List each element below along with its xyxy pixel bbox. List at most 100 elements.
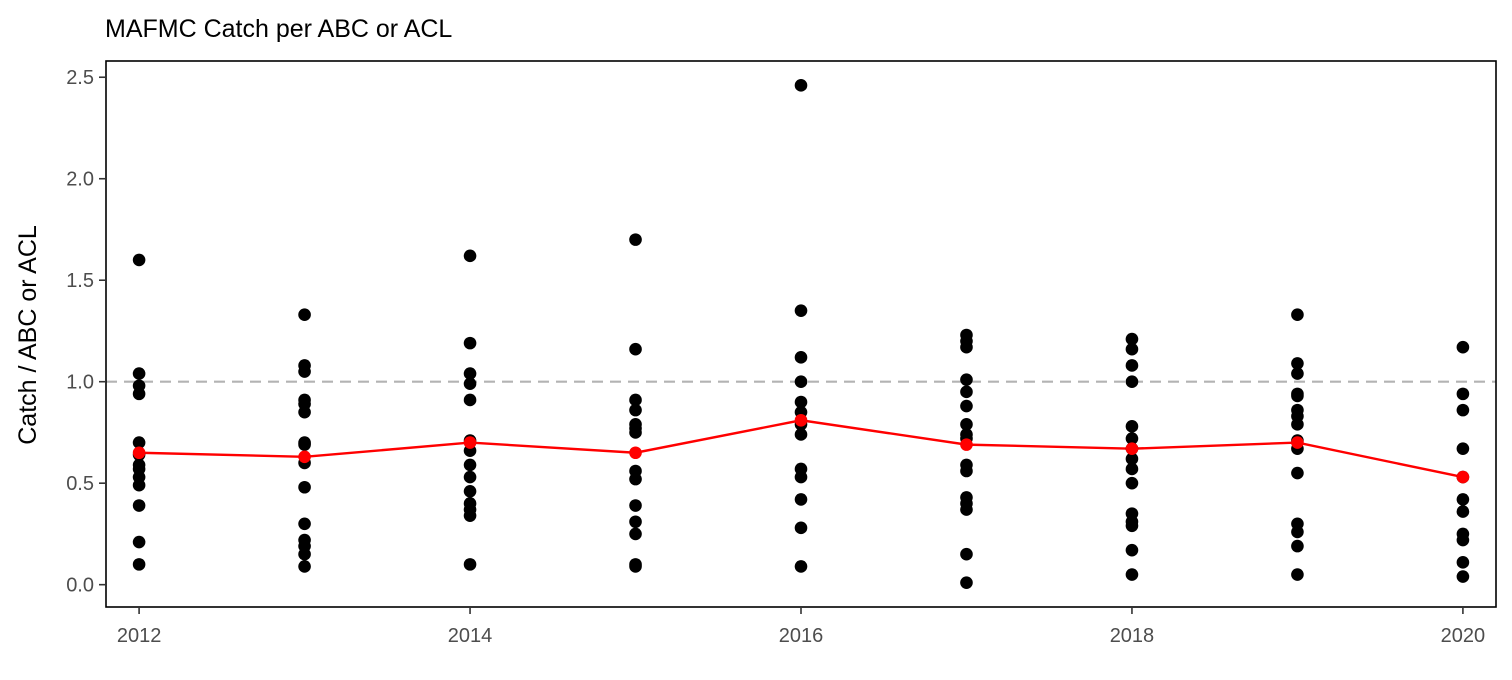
mean-point	[794, 413, 808, 427]
data-point	[1125, 543, 1139, 557]
data-point	[1125, 476, 1139, 490]
data-point	[960, 418, 973, 431]
data-point	[794, 428, 808, 441]
data-point	[1291, 539, 1304, 553]
data-point	[629, 403, 642, 417]
data-point	[794, 470, 808, 484]
data-point	[960, 399, 973, 413]
data-point	[960, 576, 973, 589]
data-point	[463, 393, 477, 407]
data-point	[794, 560, 808, 573]
data-point	[132, 558, 146, 571]
mean-point	[629, 446, 642, 460]
mean-point	[1456, 470, 1470, 484]
mean-point	[132, 446, 146, 460]
data-point	[298, 365, 311, 378]
data-point	[132, 253, 146, 267]
data-point	[1291, 525, 1304, 539]
data-point	[1456, 505, 1470, 518]
data-point	[1125, 519, 1139, 533]
data-point	[1456, 493, 1470, 506]
data-point	[960, 547, 973, 561]
y-tick-label: 1.0	[66, 372, 94, 394]
data-point	[1291, 466, 1304, 480]
mean-point	[298, 450, 311, 464]
x-axis: 2012 2014 2016 2018 2020	[117, 607, 1485, 647]
data-point	[960, 340, 973, 354]
y-tick-label: 1.5	[66, 270, 94, 292]
data-point	[960, 385, 973, 399]
data-point	[132, 499, 146, 512]
data-point	[463, 458, 477, 472]
data-point	[1456, 533, 1470, 547]
data-point	[1125, 342, 1139, 356]
mean-point	[960, 438, 973, 451]
data-point	[463, 249, 477, 263]
y-tick-label: 0.0	[66, 575, 94, 597]
data-point	[463, 558, 477, 571]
x-tick-label: 2014	[448, 625, 493, 647]
data-point	[1456, 570, 1470, 583]
data-point	[1125, 432, 1139, 445]
x-tick-label: 2018	[1110, 625, 1155, 647]
data-point	[794, 79, 808, 92]
data-point	[298, 438, 311, 451]
data-point	[298, 308, 311, 322]
data-point	[298, 517, 311, 531]
mean-point	[1125, 442, 1139, 455]
mean-point	[463, 436, 477, 449]
data-point	[794, 375, 808, 388]
data-point	[463, 367, 477, 380]
data-point	[1291, 418, 1304, 431]
data-point	[629, 342, 642, 356]
data-point	[794, 521, 808, 535]
data-point	[132, 478, 146, 492]
data-point	[298, 480, 311, 494]
data-point	[629, 426, 642, 439]
chart-title: MAFMC Catch per ABC or ACL	[105, 15, 452, 43]
y-axis: 0.0 0.5 1.0 1.5 2.0 2.5	[66, 67, 106, 597]
data-point	[1291, 308, 1304, 322]
y-tick-label: 0.5	[66, 473, 94, 495]
data-point	[1125, 332, 1139, 346]
data-point	[1125, 452, 1139, 466]
data-point	[298, 547, 311, 561]
points-layer	[132, 79, 1470, 589]
data-point	[629, 472, 642, 486]
data-point	[629, 499, 642, 512]
data-point	[960, 373, 973, 386]
data-point	[1456, 442, 1470, 455]
data-point	[1291, 367, 1304, 380]
data-point	[794, 304, 808, 317]
y-tick-label: 2.0	[66, 169, 94, 191]
mean-point	[1291, 436, 1304, 449]
mean-points-layer	[132, 413, 1470, 484]
x-tick-label: 2012	[117, 625, 162, 647]
data-point	[463, 336, 477, 350]
data-point	[1125, 462, 1139, 476]
data-point	[132, 387, 146, 401]
data-point	[463, 470, 477, 484]
data-point	[1125, 359, 1139, 372]
data-point	[1456, 387, 1470, 401]
data-point	[463, 509, 477, 522]
plot-panel	[106, 61, 1496, 607]
data-point	[794, 493, 808, 506]
data-point	[1291, 389, 1304, 403]
y-tick-label: 2.5	[66, 67, 94, 89]
x-tick-label: 2016	[779, 625, 824, 647]
data-point	[629, 560, 642, 573]
data-point	[629, 233, 642, 246]
data-point	[1291, 568, 1304, 581]
data-point	[1456, 403, 1470, 417]
data-point	[298, 560, 311, 573]
data-point	[794, 351, 808, 364]
data-point	[1125, 420, 1139, 433]
data-point	[1456, 340, 1470, 354]
x-tick-label: 2020	[1441, 625, 1486, 647]
data-point	[629, 527, 642, 541]
data-point	[794, 395, 808, 409]
data-point	[463, 377, 477, 391]
data-point	[1291, 357, 1304, 370]
